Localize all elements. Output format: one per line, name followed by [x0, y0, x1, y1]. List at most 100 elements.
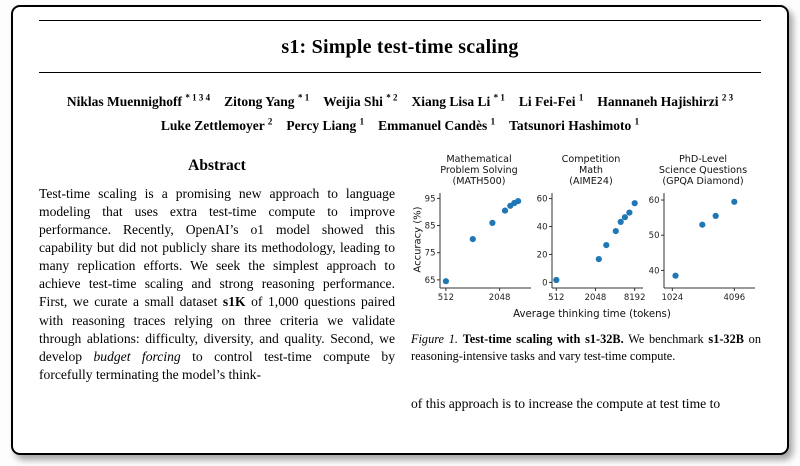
svg-text:2048: 2048: [585, 293, 607, 303]
author-name: Tatsunori Hashimoto 1: [509, 116, 640, 134]
svg-text:75: 75: [425, 249, 436, 259]
svg-text:512: 512: [438, 293, 454, 303]
chart-title-line: (GPQA Diamond): [662, 175, 744, 187]
svg-text:50: 50: [649, 231, 660, 241]
chart-title-line: PhD-Level: [678, 154, 728, 165]
chart-title-line: Math: [579, 164, 603, 176]
chart-math500: Mathematical Problem Solving (MATH500) 65 7…: [423, 154, 535, 308]
text-run: We benchmark: [623, 332, 709, 346]
data-point: [699, 221, 706, 228]
text-run: budget forcing: [93, 348, 181, 364]
chart-title-gpqa: PhD-Level Science Questions (GPQA Diamond): [647, 154, 759, 189]
data-point: [603, 242, 610, 249]
scatter-plot: 0 20 40 60 512 2048 8192: [537, 193, 646, 303]
author-line-1: Niklas Muennighoff * 1 3 4 Zitong Yang * …: [39, 92, 761, 110]
author-name: Emmanuel Candès 1: [378, 116, 496, 134]
author-name: Percy Liang 1: [286, 116, 365, 134]
data-point: [612, 228, 619, 235]
author-affiliation-marker: * 1: [493, 92, 505, 102]
data-point: [621, 214, 628, 221]
author-name: Hannaneh Hajishirzi 2 3: [597, 92, 734, 109]
two-column-layout: Abstract Test-time scaling is a promisin…: [39, 154, 761, 412]
data-point: [631, 200, 638, 207]
data-point: [595, 256, 602, 263]
svg-text:40: 40: [649, 266, 660, 276]
svg-text:1024: 1024: [662, 293, 684, 303]
author-affiliation-marker: * 1 3 4: [185, 92, 211, 102]
title-rule-bottom: [39, 72, 761, 73]
data-point: [617, 218, 624, 225]
text-run: s1K: [222, 294, 246, 310]
author-affiliation-marker: 1: [578, 92, 584, 102]
author-name: Zitong Yang * 1: [224, 92, 310, 109]
chart-title-line: Science Questions: [658, 164, 748, 176]
svg-text:85: 85: [425, 221, 436, 231]
author-name: Weijia Shi * 2: [323, 92, 398, 109]
svg-text:65: 65: [425, 276, 436, 286]
scatter-plot: 40 50 60 1024 4096: [649, 193, 755, 303]
figure-1: Accuracy (%) Mathematical Problem Solving…: [411, 154, 761, 320]
paper-title: s1: Simple test-time scaling: [281, 36, 519, 58]
text-run: to control test-time compute by forceful…: [39, 348, 395, 382]
x-axis-label: Average thinking time (tokens): [513, 309, 671, 320]
svg-text:512: 512: [548, 293, 564, 303]
svg-text:60: 60: [537, 194, 548, 204]
abstract-text: Test-time scaling is a promising new app…: [39, 185, 395, 384]
data-point: [712, 212, 719, 219]
author-affiliation-marker: 1: [490, 116, 496, 127]
chart-title-line: (MATH500): [452, 175, 506, 187]
chart-gpqa-diamond: PhD-Level Science Questions (GPQA Diamond)…: [647, 154, 759, 308]
author-affiliation-marker: 2 3: [721, 92, 734, 102]
data-point: [469, 236, 476, 243]
author-name: Xiang Lisa Li * 1: [411, 92, 505, 109]
y-axis-label: Accuracy (%): [412, 206, 424, 273]
chart-title-line: Mathematical: [446, 154, 512, 165]
text-run: of 1,000 questions paired with reasoning…: [39, 294, 396, 364]
svg-text:8192: 8192: [624, 293, 646, 303]
chart-title-math500: Mathematical Problem Solving (MATH500): [423, 154, 535, 189]
text-run: Figure 1.: [411, 332, 463, 346]
abstract-heading: Abstract: [188, 157, 246, 174]
text-run: s1-32B: [708, 332, 744, 346]
chart-title-line: Problem Solving: [440, 164, 518, 176]
svg-text:95: 95: [425, 194, 436, 204]
scatter-plot: 65 75 85 95 512 2048: [425, 193, 531, 303]
author-affiliation-marker: * 1: [297, 92, 310, 102]
author-affiliation-marker: 1: [359, 116, 365, 127]
svg-text:60: 60: [649, 196, 660, 206]
author-affiliation-marker: 1: [634, 116, 640, 127]
svg-text:4096: 4096: [724, 293, 746, 303]
paper-page: s1: Simple test-time scaling Niklas Muen…: [11, 5, 789, 455]
abstract-column: Abstract Test-time scaling is a promisin…: [39, 155, 395, 412]
data-point: [672, 272, 679, 279]
data-point: [626, 209, 633, 216]
svg-text:40: 40: [537, 222, 548, 232]
author-name: Luke Zettlemoyer 2: [160, 116, 273, 134]
author-name: Li Fei-Fei 1: [518, 92, 584, 109]
chart-aime24: Competition Math (AIME24) 0 20 40 60 512 2048 81…: [535, 154, 647, 308]
figure-caption: Figure 1. Test-time scaling with s1-32B.…: [411, 331, 761, 364]
svg-text:20: 20: [537, 250, 548, 260]
data-point: [442, 278, 449, 285]
chart-title-aime24: Competition Math (AIME24): [535, 154, 647, 189]
data-point: [515, 198, 522, 205]
chart-title-line: (AIME24): [569, 175, 613, 187]
text-run: Test-time scaling with s1-32B.: [462, 332, 624, 346]
data-point: [501, 207, 509, 214]
author-line-2: Luke Zettlemoyer 2 Percy Liang 1 Emmanuel …: [39, 117, 761, 135]
text-run: Test-time scaling is a promising new app…: [39, 186, 395, 310]
figure-column: Accuracy (%) Mathematical Problem Solving…: [411, 154, 761, 412]
data-point: [489, 219, 496, 226]
author-affiliation-marker: 2: [267, 116, 273, 127]
text-run: on reasoning-intensive tasks and vary te…: [411, 332, 761, 363]
svg-text:2048: 2048: [489, 293, 511, 303]
svg-text:0: 0: [542, 278, 547, 288]
data-point: [553, 276, 560, 284]
author-affiliation-marker: * 2: [386, 92, 398, 102]
title-rule-top: [39, 20, 761, 21]
body-text-fragment: of this approach is to increase the comp…: [411, 396, 721, 412]
chart-panels: Mathematical Problem Solving (MATH500) 65 7…: [423, 154, 761, 308]
data-point: [731, 198, 738, 205]
chart-title-line: Competition: [561, 154, 621, 165]
